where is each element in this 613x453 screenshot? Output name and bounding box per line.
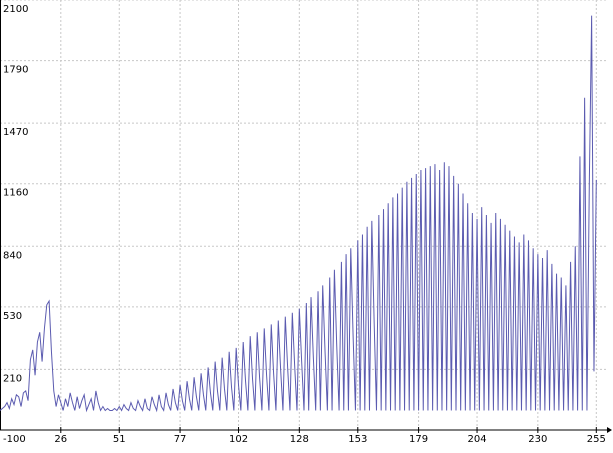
y-tick-label: 1790 xyxy=(3,65,28,76)
y-tick-label: 2100 xyxy=(3,4,28,15)
x-tick-label: 102 xyxy=(229,434,248,445)
x-tick-label: 153 xyxy=(348,434,367,445)
data-line xyxy=(0,15,597,413)
x-tick-label: 255 xyxy=(587,434,606,445)
x-tick-label: 128 xyxy=(290,434,309,445)
y-tick-label: 530 xyxy=(3,311,22,322)
y-tick-label: 840 xyxy=(3,250,22,261)
x-tick-label: 179 xyxy=(409,434,428,445)
x-tick-label: 26 xyxy=(54,434,67,445)
axis-arrow xyxy=(607,427,612,433)
x-tick-label: 51 xyxy=(113,434,126,445)
y-tick-label: 210 xyxy=(3,373,22,384)
y-tick-label: 1160 xyxy=(3,188,28,199)
x-tick-label: 230 xyxy=(528,434,547,445)
y-tick-label: -100 xyxy=(3,434,26,445)
x-tick-label: 77 xyxy=(174,434,187,445)
x-tick-label: 204 xyxy=(467,434,486,445)
y-tick-label: 1470 xyxy=(3,127,28,138)
